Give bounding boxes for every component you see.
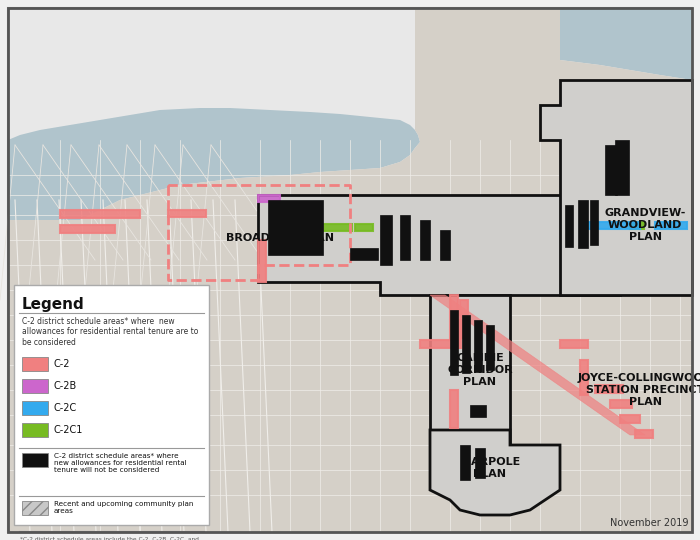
Bar (258, 240, 266, 282)
Text: MARPOLE
PLAN: MARPOLE PLAN (460, 457, 520, 479)
Polygon shape (430, 295, 510, 445)
Text: C-2: C-2 (54, 359, 71, 369)
Text: *C-2 district schedule areas include the C-2, C-2B, C-2C, and
C-2C1 district sch: *C-2 district schedule areas include the… (20, 537, 199, 540)
Bar (620, 415, 640, 423)
Bar (400, 215, 410, 260)
Bar (14, 285, 209, 525)
Bar (460, 445, 470, 480)
Bar (168, 210, 206, 217)
Polygon shape (8, 8, 692, 532)
Bar (450, 310, 458, 375)
Bar (590, 200, 598, 245)
Text: November 2019: November 2019 (610, 518, 688, 528)
Bar (22, 453, 48, 467)
Bar (560, 340, 588, 348)
Polygon shape (620, 8, 692, 65)
Bar (350, 248, 378, 260)
Bar (268, 200, 323, 255)
Text: Legend: Legend (22, 297, 85, 312)
Bar (470, 405, 486, 417)
Text: JOYCE-COLLINGWOOD
STATION PRECINCT
PLAN: JOYCE-COLLINGWOOD STATION PRECINCT PLAN (578, 373, 700, 407)
Polygon shape (560, 8, 692, 80)
Bar (60, 225, 115, 233)
Polygon shape (258, 195, 620, 295)
Bar (474, 320, 482, 372)
Text: BROADWAY PLAN: BROADWAY PLAN (226, 233, 334, 243)
Bar (450, 295, 458, 340)
Bar (440, 230, 450, 260)
Polygon shape (8, 8, 420, 220)
Text: C-2C1: C-2C1 (54, 425, 83, 435)
Bar (380, 215, 392, 265)
Bar (486, 325, 494, 370)
Bar (605, 145, 617, 195)
Bar (610, 400, 632, 408)
Bar (580, 222, 640, 229)
Polygon shape (430, 430, 560, 515)
Bar (565, 205, 573, 247)
Bar (355, 224, 373, 231)
Bar (630, 222, 644, 229)
Bar (258, 195, 280, 202)
Bar (453, 320, 461, 348)
Bar (22, 401, 48, 415)
Bar (22, 379, 48, 393)
Bar (22, 501, 48, 515)
Bar (420, 340, 460, 348)
Bar (310, 224, 352, 231)
Polygon shape (430, 295, 645, 435)
Bar (460, 300, 468, 338)
Bar (475, 448, 485, 478)
Text: C-2B: C-2B (54, 381, 77, 391)
Bar (22, 423, 48, 437)
Bar (615, 140, 629, 195)
Bar (580, 360, 588, 395)
Text: C-2C: C-2C (54, 403, 77, 413)
Bar (462, 315, 470, 373)
Bar (168, 365, 176, 395)
Text: GRANDVIEW-
WOODLAND
PLAN: GRANDVIEW- WOODLAND PLAN (604, 208, 686, 241)
Bar (420, 220, 430, 260)
Bar (450, 390, 458, 428)
Text: C-2 district schedule areas* where
new allowances for residential rental
tenure : C-2 district schedule areas* where new a… (54, 453, 187, 473)
Polygon shape (540, 80, 692, 295)
Bar (655, 222, 687, 229)
Bar (60, 210, 140, 218)
Bar (595, 385, 623, 393)
Bar (168, 295, 176, 350)
Bar (22, 357, 48, 371)
Text: C-2 district schedule areas* where  new
allowances for residential rental tenure: C-2 district schedule areas* where new a… (22, 317, 198, 347)
Text: Recent and upcoming community plan
areas: Recent and upcoming community plan areas (54, 501, 193, 514)
Bar (578, 200, 588, 248)
Text: CAMBIE
CORRIDOR
PLAN: CAMBIE CORRIDOR PLAN (447, 353, 513, 387)
Bar (635, 430, 653, 438)
